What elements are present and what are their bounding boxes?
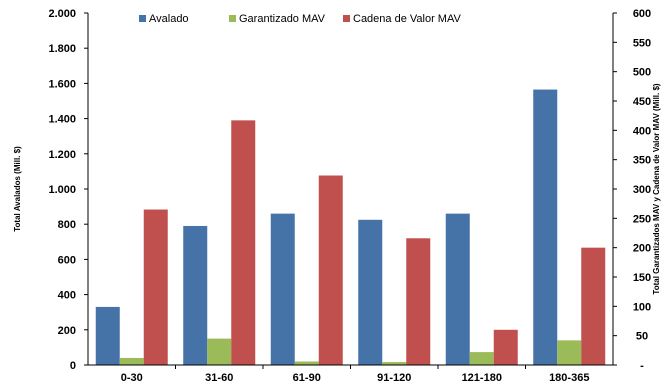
y-tick-label: 200 xyxy=(58,325,76,337)
legend-swatch xyxy=(229,15,236,22)
bar-avalado-180-365 xyxy=(533,89,558,365)
y-tick-label: 600 xyxy=(58,254,76,266)
y2-axis-ticks: - 50 100 150 200 250 300 350 400 450 500 550 600 xyxy=(613,8,651,372)
y2-tick-label: 100 xyxy=(633,301,651,313)
legend-label: Garantizado MAV xyxy=(239,13,326,25)
y2-tick-label: 600 xyxy=(633,8,651,20)
y-tick-label: 1.600 xyxy=(48,78,76,90)
legend-label: Cadena de Valor MAV xyxy=(353,13,461,25)
y-tick-label: 1.400 xyxy=(48,114,76,126)
x-tick-label: 121-180 xyxy=(462,372,502,384)
legend: Avalado Garantizado MAV Cadena de Valor MA… xyxy=(139,13,461,25)
y-axis-label: Total Avalados (Mill. $) xyxy=(13,146,22,232)
bar-cadena-de-valor-mav-31-60 xyxy=(231,120,256,365)
bar-cadena-de-valor-mav-180-365 xyxy=(581,247,606,365)
y-tick-label: 800 xyxy=(58,219,76,231)
bar-cadena-de-valor-mav-61-90 xyxy=(318,175,343,365)
x-tick-label: 91-120 xyxy=(377,372,411,384)
y2-tick-label: - xyxy=(640,360,644,372)
bar-cadena-de-valor-mav-91-120 xyxy=(406,238,431,365)
y-tick-label: 400 xyxy=(58,290,76,302)
y2-tick-label: 550 xyxy=(633,37,651,49)
plot-area xyxy=(95,89,606,365)
bar-avalado-31-60 xyxy=(183,225,208,365)
y2-tick-label: 450 xyxy=(633,96,651,108)
y-axis-ticks: 0 200 400 600 800 1.000 1.200 1.400 1.600 1.800 2.… xyxy=(48,8,88,372)
y2-tick-label: 150 xyxy=(633,272,651,284)
x-tick-label: 61-90 xyxy=(293,372,321,384)
y-tick-label: 2.000 xyxy=(48,8,76,20)
bar-avalado-0-30 xyxy=(95,306,120,365)
y-tick-label: 1.800 xyxy=(48,43,76,55)
bar-cadena-de-valor-mav-0-30 xyxy=(143,209,168,365)
y2-tick-label: 50 xyxy=(636,331,648,343)
y2-axis-label: Total Garantizados MAV y Cadena de Valor… xyxy=(652,83,661,294)
bar-avalado-61-90 xyxy=(270,213,295,365)
bar-garantizado-mav-91-120 xyxy=(382,362,407,365)
legend-label: Avalado xyxy=(149,13,189,25)
bar-garantizado-mav-180-365 xyxy=(557,340,582,365)
bar-cadena-de-valor-mav-121-180 xyxy=(493,329,518,365)
y2-tick-label: 400 xyxy=(633,125,651,137)
bar-garantizado-mav-0-30 xyxy=(119,357,144,365)
x-axis-ticks: 0-30 31-60 61-90 91-120 121-180 180-365 xyxy=(121,365,589,384)
y2-tick-label: 200 xyxy=(633,243,651,255)
y2-tick-label: 350 xyxy=(633,155,651,167)
legend-swatch xyxy=(343,15,350,22)
legend-swatch xyxy=(139,15,146,22)
bar-avalado-121-180 xyxy=(445,213,470,365)
bar-garantizado-mav-61-90 xyxy=(294,361,319,365)
x-tick-label: 0-30 xyxy=(121,372,143,384)
y2-tick-label: 500 xyxy=(633,67,651,79)
y-tick-label: 0 xyxy=(70,360,76,372)
bar-garantizado-mav-121-180 xyxy=(469,352,494,365)
x-tick-label: 31-60 xyxy=(205,372,233,384)
y-tick-label: 1.200 xyxy=(48,149,76,161)
y-tick-label: 1.000 xyxy=(48,184,76,196)
bar-avalado-91-120 xyxy=(358,219,383,365)
bar-garantizado-mav-31-60 xyxy=(207,338,232,365)
y2-tick-label: 300 xyxy=(633,184,651,196)
x-tick-label: 180-365 xyxy=(549,372,589,384)
y2-tick-label: 250 xyxy=(633,213,651,225)
